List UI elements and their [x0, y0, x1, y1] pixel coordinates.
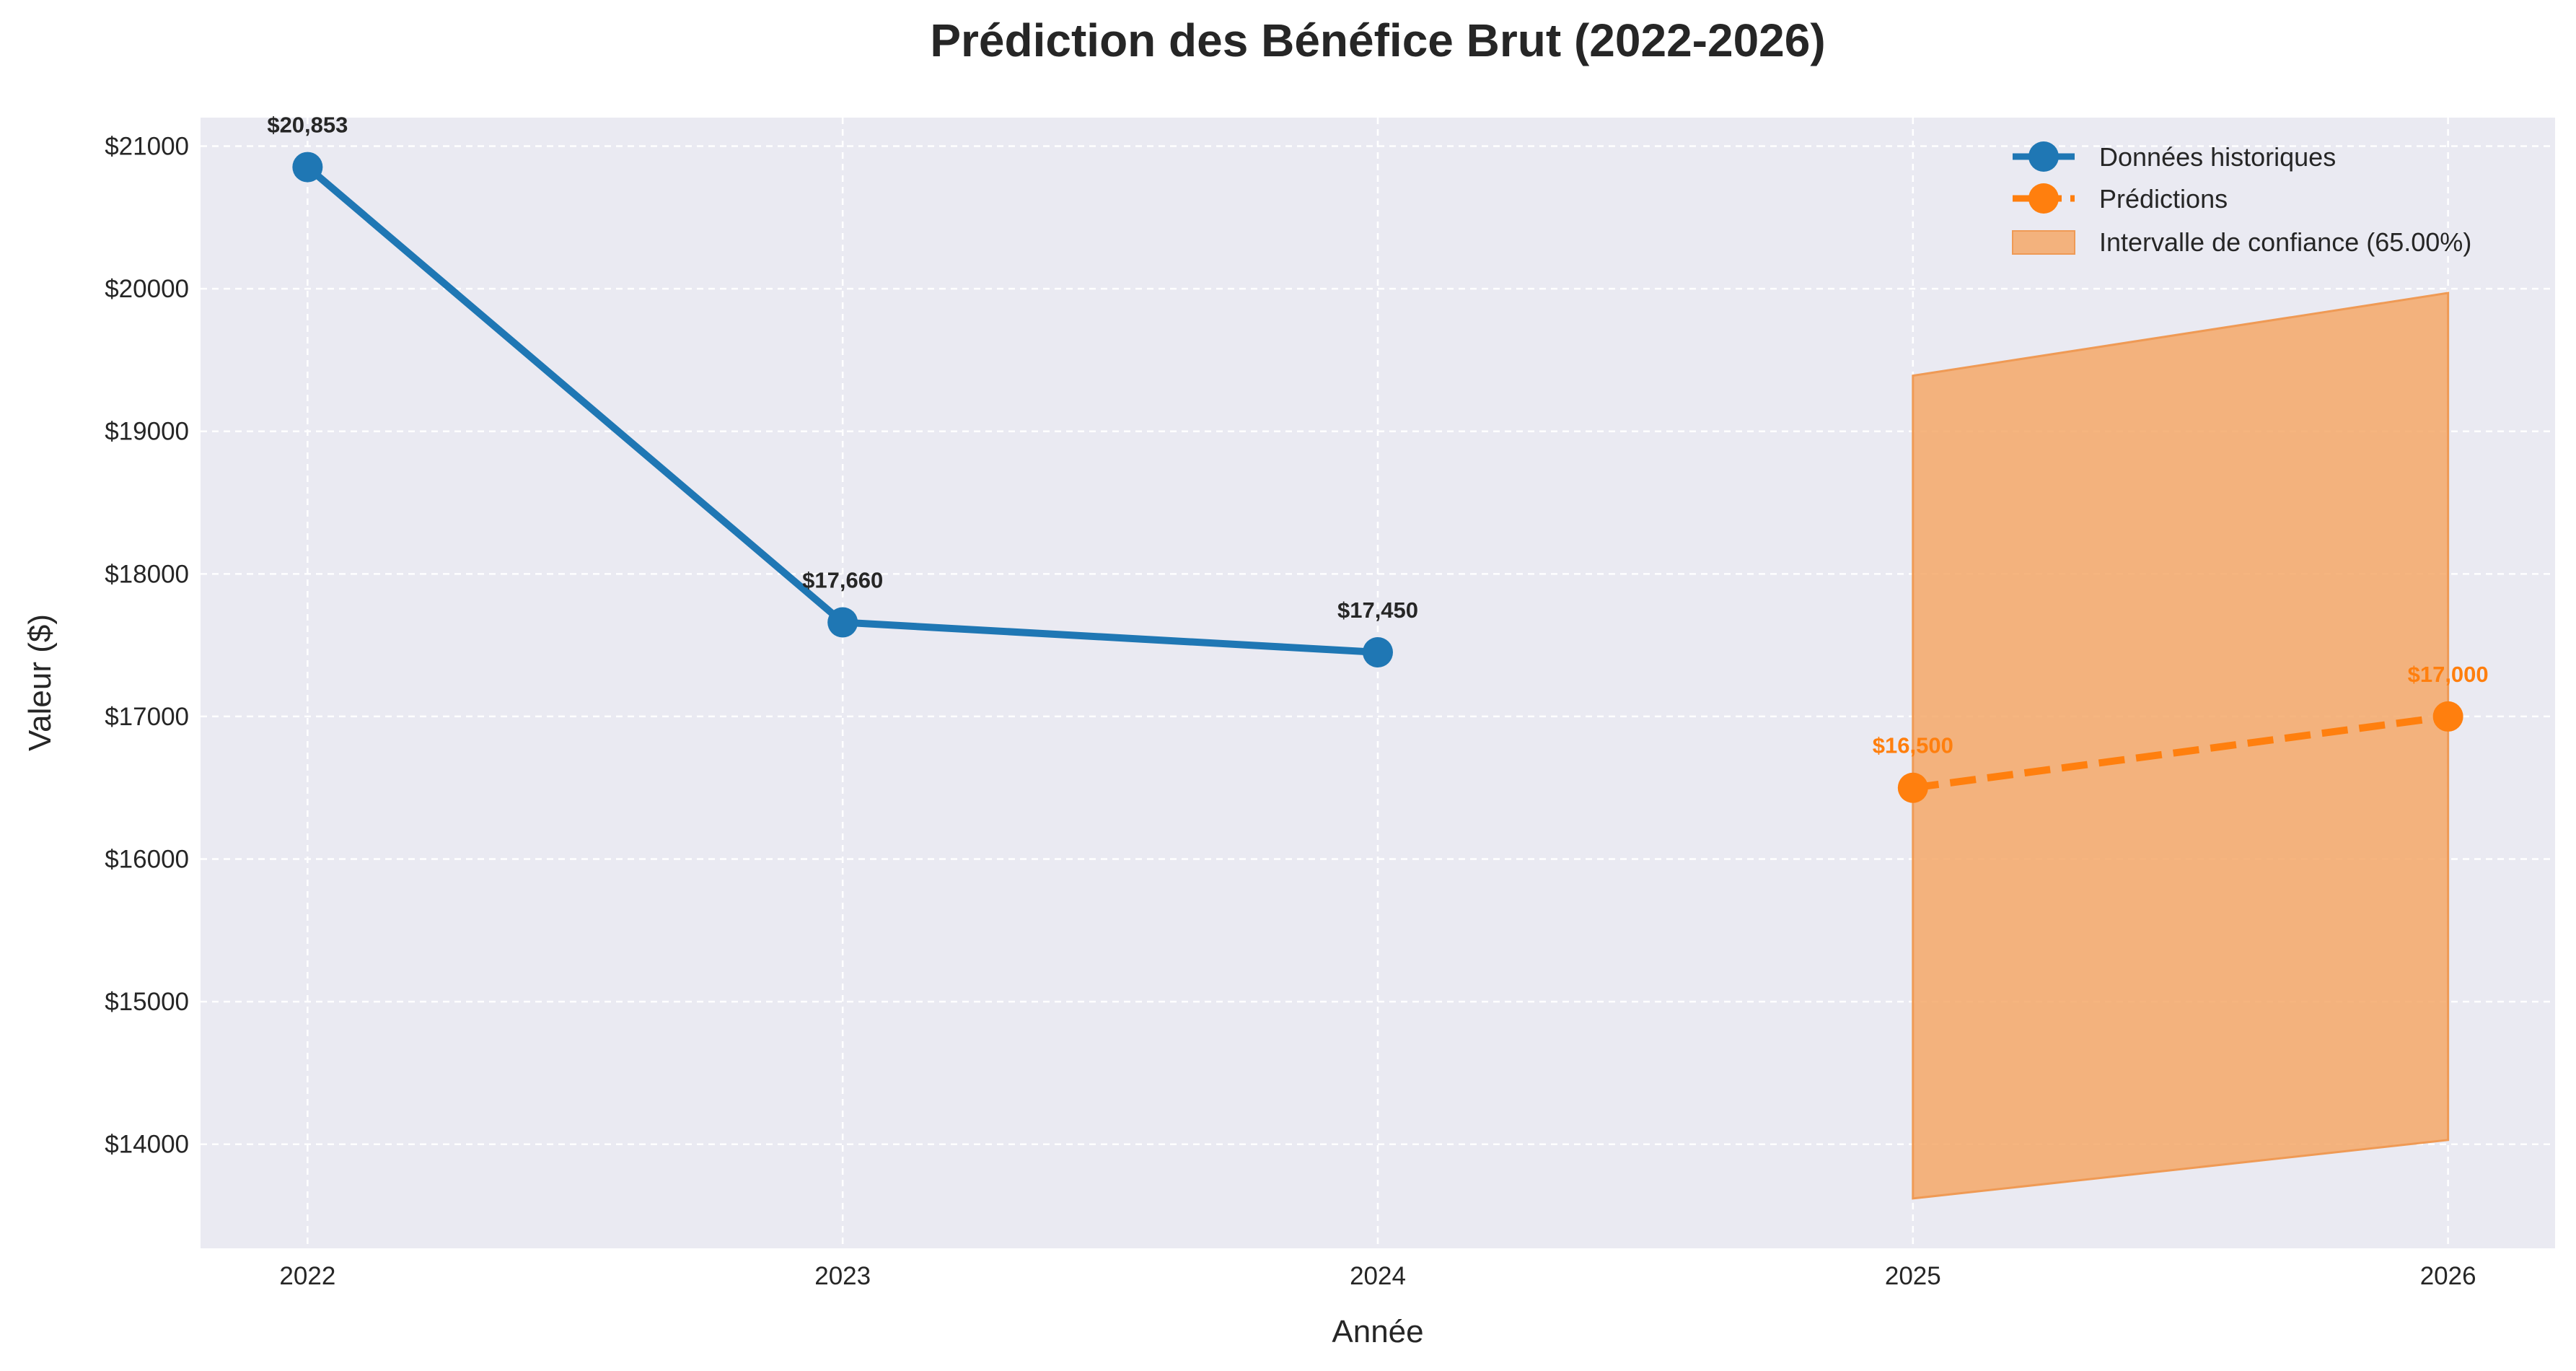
data-label-layer: $20,853 $17,660 $17,450 $16,500 $17,000: [267, 113, 2488, 758]
historical-point: [1363, 637, 1393, 668]
y-tick-label: $20000: [105, 275, 189, 303]
chart-title: Prédiction des Bénéfice Brut (2022-2026): [930, 14, 1825, 66]
historical-point: [827, 607, 858, 638]
x-tick-label: 2026: [2420, 1262, 2476, 1290]
prediction-series-line: [1912, 712, 2449, 792]
x-axis-label: Année: [1332, 1314, 1423, 1349]
legend-historical-label: Données historiques: [2099, 142, 2336, 172]
historical-data-label: $17,450: [1337, 597, 1418, 623]
legend-confidence-swatch: [2012, 230, 2075, 255]
prediction-data-label: $17,000: [2408, 662, 2489, 687]
y-tick-label: $15000: [105, 988, 189, 1016]
x-tick-label: 2024: [1350, 1262, 1406, 1290]
historical-point: [292, 152, 323, 183]
x-tick-label: 2022: [279, 1262, 335, 1290]
y-axis-label: Valeur ($): [22, 614, 58, 751]
legend-predictions-label: Prédictions: [2099, 184, 2228, 214]
legend-historical-marker: [2028, 141, 2059, 172]
y-tick-label: $17000: [105, 703, 189, 731]
y-tick-label: $21000: [105, 133, 189, 161]
historical-data-label: $17,660: [802, 568, 883, 593]
tick-label-layer: $14000 $15000 $16000 $17000 $18000 $19000 $200…: [105, 133, 2476, 1290]
x-tick-label: 2025: [1885, 1262, 1941, 1290]
legend-confidence-label: Intervalle de confiance (65.00%): [2099, 227, 2471, 257]
confidence-band: [1912, 292, 2450, 1200]
series-layer: [292, 152, 2463, 803]
historical-data-label: $20,853: [267, 113, 348, 138]
x-tick-label: 2023: [814, 1262, 871, 1290]
confidence-band-layer: [1912, 292, 2450, 1200]
y-tick-label: $14000: [105, 1131, 189, 1159]
prediction-data-label: $16,500: [1873, 733, 1953, 758]
prediction-point: [2432, 701, 2463, 732]
legend: Données historiques Prédictions Interval…: [2012, 141, 2471, 257]
prediction-point: [1897, 772, 1928, 803]
y-tick-label: $16000: [105, 846, 189, 874]
y-tick-label: $18000: [105, 560, 189, 588]
legend-predictions-marker: [2028, 183, 2059, 214]
y-tick-label: $19000: [105, 418, 189, 446]
